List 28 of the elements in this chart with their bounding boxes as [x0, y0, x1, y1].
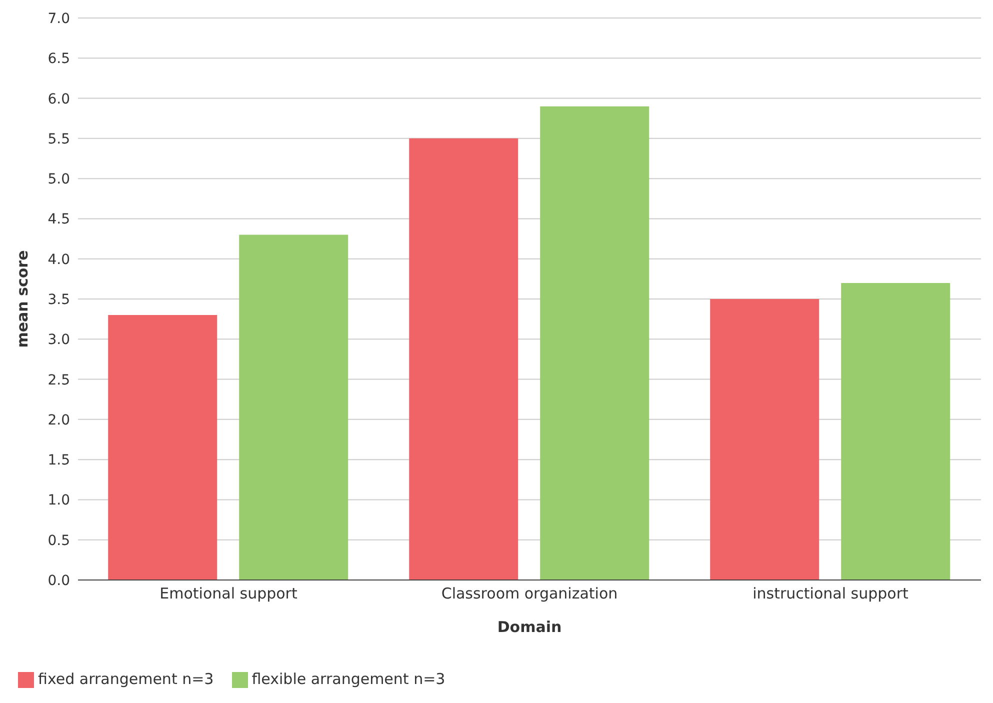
y-tick-label: 6.5 — [48, 51, 70, 68]
y-tick-label: 6.0 — [48, 91, 70, 108]
y-tick-label: 1.0 — [48, 492, 70, 509]
legend-label: flexible arrangement n=3 — [252, 670, 446, 688]
y-tick-label: 3.0 — [48, 332, 70, 348]
y-tick-label: 2.5 — [48, 372, 70, 388]
y-tick-label: 5.0 — [48, 172, 70, 188]
y-tick-label: 4.5 — [48, 212, 70, 228]
legend-label: fixed arrangement n=3 — [38, 670, 214, 688]
y-tick-label: 2.0 — [48, 412, 70, 428]
bar — [540, 106, 650, 580]
y-tick-label: 0.0 — [48, 572, 70, 589]
y-tick-label: 7.0 — [48, 10, 70, 27]
x-tick-label: Classroom organization — [441, 584, 618, 603]
x-tick-label: instructional support — [752, 584, 908, 603]
y-tick-label: 5.5 — [48, 131, 70, 148]
y-tick-label: 1.5 — [48, 452, 70, 469]
x-axis-title: Domain — [497, 618, 562, 636]
x-tick-label: Emotional support — [160, 584, 298, 603]
bar — [841, 282, 950, 580]
bar — [239, 234, 348, 580]
bar — [710, 299, 820, 580]
y-axis-title: mean score — [13, 250, 32, 348]
y-tick-label: 0.5 — [48, 532, 70, 549]
bar — [409, 138, 518, 580]
y-tick-label: 3.5 — [48, 292, 70, 308]
y-tick-label: 4.0 — [48, 252, 70, 268]
bar — [108, 315, 218, 580]
